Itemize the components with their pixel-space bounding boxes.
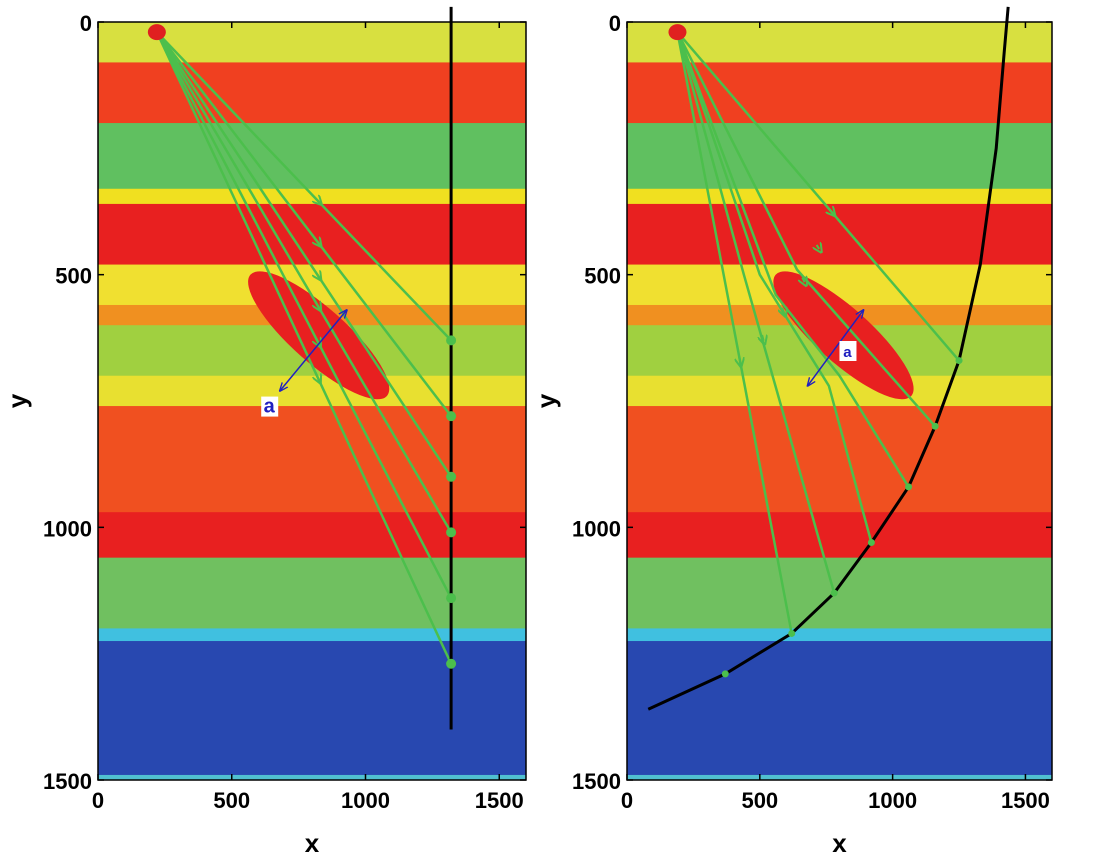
x-tick-label: 500 <box>741 788 778 813</box>
y-tick-label: 1000 <box>572 516 621 541</box>
receiver-point <box>446 658 457 669</box>
x-tick-label: 1500 <box>475 788 524 813</box>
aperture-label-bg <box>839 340 857 361</box>
x-tick-label: 0 <box>621 788 633 813</box>
receiver-point <box>788 629 796 637</box>
ray-path <box>676 31 937 428</box>
ray-arrow <box>782 308 784 313</box>
ray-arrow <box>817 245 820 249</box>
heatmap-band <box>98 188 526 205</box>
ray-path <box>676 31 960 362</box>
heatmap-band <box>627 123 1052 190</box>
ray-arrow <box>316 272 319 276</box>
y-tick-label: 0 <box>80 11 92 36</box>
receiver-point <box>446 593 457 604</box>
receiver-point <box>446 527 457 538</box>
ray-arrow <box>802 278 804 283</box>
plot-area <box>98 22 526 780</box>
heatmap-band <box>98 557 526 629</box>
ray-path <box>155 31 453 478</box>
y-tick-label: 1000 <box>43 516 92 541</box>
ray-arrow <box>316 239 319 243</box>
ray-arrow <box>762 335 764 341</box>
heatmap-band <box>98 375 526 407</box>
ray-path <box>676 31 793 634</box>
ray-path <box>676 31 836 594</box>
receiver-point <box>931 422 939 430</box>
ray-arrow <box>316 199 319 202</box>
plot-area <box>627 22 1052 780</box>
heatmap-band <box>627 641 1052 776</box>
x-tick-label: 1500 <box>1001 788 1050 813</box>
heatmap-band <box>98 123 526 190</box>
ray-path <box>155 31 453 534</box>
receiver-point <box>955 357 963 365</box>
source-point <box>668 24 687 41</box>
heatmap-band <box>627 557 1052 629</box>
aperture-label: a <box>264 396 276 418</box>
y-tick-label: 500 <box>584 264 621 289</box>
y-axis-label: y <box>2 393 32 408</box>
x-axis-label: x <box>832 828 847 858</box>
ray-path <box>155 31 453 342</box>
heatmap-band <box>98 406 526 513</box>
x-tick-label: 500 <box>213 788 250 813</box>
receiver-point <box>446 335 457 346</box>
aperture-label: a <box>843 344 852 361</box>
heatmap-band <box>98 62 526 124</box>
receiver-line <box>647 6 1010 711</box>
ray-arrow <box>830 209 833 212</box>
heatmap-band <box>627 512 1052 559</box>
axes-frame <box>626 21 1053 781</box>
x-tick-label: 0 <box>92 788 104 813</box>
x-tick-label: 1000 <box>341 788 390 813</box>
aperture-label-bg <box>261 396 279 417</box>
receiver-point <box>721 670 729 678</box>
heatmap-band <box>98 628 526 642</box>
ray-path <box>676 31 873 543</box>
ray-arrow <box>739 356 740 363</box>
y-tick-label: 500 <box>55 264 92 289</box>
ray-arrow <box>316 302 319 307</box>
y-tick-label: 1500 <box>43 769 92 794</box>
axes-frame <box>97 21 527 781</box>
heatmap-band <box>98 512 526 559</box>
receiver-point <box>830 589 838 597</box>
receiver-point <box>905 483 913 491</box>
x-tick-label: 1000 <box>868 788 917 813</box>
heatmap-band <box>627 375 1052 407</box>
y-tick-label: 1500 <box>572 769 621 794</box>
heatmap-band <box>98 774 526 780</box>
y-axis-label: y <box>531 393 561 408</box>
receiver-point <box>446 471 457 482</box>
receiver-point <box>867 538 875 546</box>
aperture-arrow <box>808 310 864 386</box>
x-axis-label: x <box>305 828 320 858</box>
heatmap-band <box>627 628 1052 642</box>
source-point <box>147 24 166 41</box>
receiver-point <box>446 411 457 422</box>
y-tick-label: 0 <box>609 11 621 36</box>
heatmap-band <box>627 774 1052 780</box>
aperture-arrow <box>280 310 347 391</box>
heatmap-band <box>98 641 526 776</box>
ray-path <box>155 31 453 417</box>
